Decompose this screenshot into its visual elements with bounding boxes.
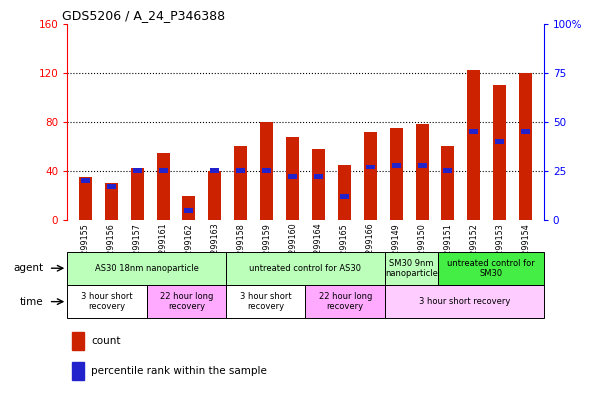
Text: percentile rank within the sample: percentile rank within the sample: [91, 366, 267, 376]
Bar: [306, 285, 385, 318]
Bar: [493, 85, 507, 220]
Bar: [234, 146, 247, 220]
Bar: [442, 146, 455, 220]
Bar: [158, 169, 167, 173]
Bar: [286, 136, 299, 220]
Bar: [156, 152, 169, 220]
Bar: [208, 171, 221, 220]
Text: 3 hour short
recovery: 3 hour short recovery: [81, 292, 133, 311]
Bar: [340, 194, 349, 199]
Bar: [81, 178, 90, 183]
Text: 3 hour short recovery: 3 hour short recovery: [419, 297, 510, 306]
Text: time: time: [20, 297, 43, 307]
Text: SM30 9nm
nanoparticle: SM30 9nm nanoparticle: [385, 259, 438, 278]
Text: 22 hour long
recovery: 22 hour long recovery: [159, 292, 213, 311]
Bar: [183, 195, 196, 220]
Text: AS30 18nm nanoparticle: AS30 18nm nanoparticle: [95, 264, 199, 273]
Bar: [210, 169, 219, 173]
Bar: [72, 362, 84, 380]
Bar: [364, 132, 377, 220]
Text: 22 hour long
recovery: 22 hour long recovery: [318, 292, 372, 311]
Bar: [312, 149, 325, 220]
Bar: [392, 163, 401, 167]
Text: 3 hour short
recovery: 3 hour short recovery: [240, 292, 291, 311]
Text: agent: agent: [13, 263, 43, 273]
Bar: [131, 169, 144, 220]
Bar: [521, 129, 530, 134]
Bar: [496, 139, 504, 144]
Bar: [366, 165, 375, 169]
Bar: [467, 70, 480, 220]
Bar: [107, 184, 115, 189]
Text: count: count: [91, 336, 120, 346]
Bar: [415, 124, 428, 220]
Bar: [288, 174, 297, 179]
Bar: [390, 128, 403, 220]
Bar: [67, 285, 147, 318]
Bar: [72, 332, 84, 350]
Bar: [260, 122, 273, 220]
Bar: [104, 183, 118, 220]
Bar: [338, 165, 351, 220]
Bar: [444, 169, 453, 173]
Bar: [226, 285, 306, 318]
Bar: [79, 177, 92, 220]
Bar: [226, 252, 385, 285]
Bar: [262, 169, 271, 173]
Text: untreated control for AS30: untreated control for AS30: [249, 264, 362, 273]
Bar: [236, 169, 245, 173]
Bar: [519, 73, 532, 220]
Bar: [314, 174, 323, 179]
Bar: [185, 208, 194, 213]
Bar: [385, 285, 544, 318]
Bar: [469, 129, 478, 134]
Bar: [147, 285, 226, 318]
Bar: [438, 252, 544, 285]
Bar: [385, 252, 438, 285]
Bar: [417, 163, 426, 167]
Text: untreated control for
SM30: untreated control for SM30: [447, 259, 535, 278]
Bar: [133, 169, 142, 173]
Bar: [67, 252, 226, 285]
Text: GDS5206 / A_24_P346388: GDS5206 / A_24_P346388: [62, 9, 225, 22]
